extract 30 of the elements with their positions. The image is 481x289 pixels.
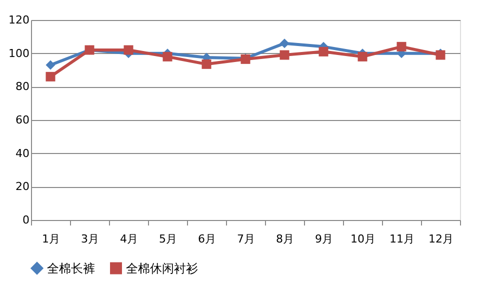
point — [46, 72, 56, 82]
y-tick-label: 80 — [16, 80, 30, 94]
x-tick-label: 12月 — [428, 232, 454, 246]
point — [396, 42, 406, 52]
x-tick-label: 1月 — [42, 232, 60, 246]
y-tick-label: 40 — [16, 146, 30, 160]
x-tick-label: 10月 — [350, 232, 376, 246]
y-tick-label: 100 — [8, 46, 30, 60]
y-tick-label: 0 — [22, 214, 30, 226]
x-tick-label: 7月 — [237, 232, 255, 246]
x-tick-label: 8月 — [276, 232, 294, 246]
x-tick-label: 6月 — [198, 232, 216, 246]
point — [46, 60, 56, 70]
point — [358, 52, 368, 62]
x-tick-label: 9月 — [315, 232, 333, 246]
x-tick-label: 4月 — [120, 232, 138, 246]
x-tick-label: 5月 — [159, 232, 177, 246]
x-tick-label: 11月 — [390, 232, 414, 246]
point — [280, 38, 290, 48]
legend-label: 全棉长裤 — [47, 261, 95, 276]
y-tick-label: 60 — [16, 114, 30, 126]
point — [202, 59, 212, 69]
legend-label: 全棉休闲衬衫 — [126, 261, 198, 276]
y-tick-label: 20 — [16, 180, 30, 194]
y-tick-label: 120 — [8, 14, 30, 26]
point — [124, 45, 134, 55]
point — [162, 52, 172, 62]
point — [280, 50, 290, 60]
point — [318, 46, 328, 56]
x-tick-label: 3月 — [81, 232, 99, 246]
